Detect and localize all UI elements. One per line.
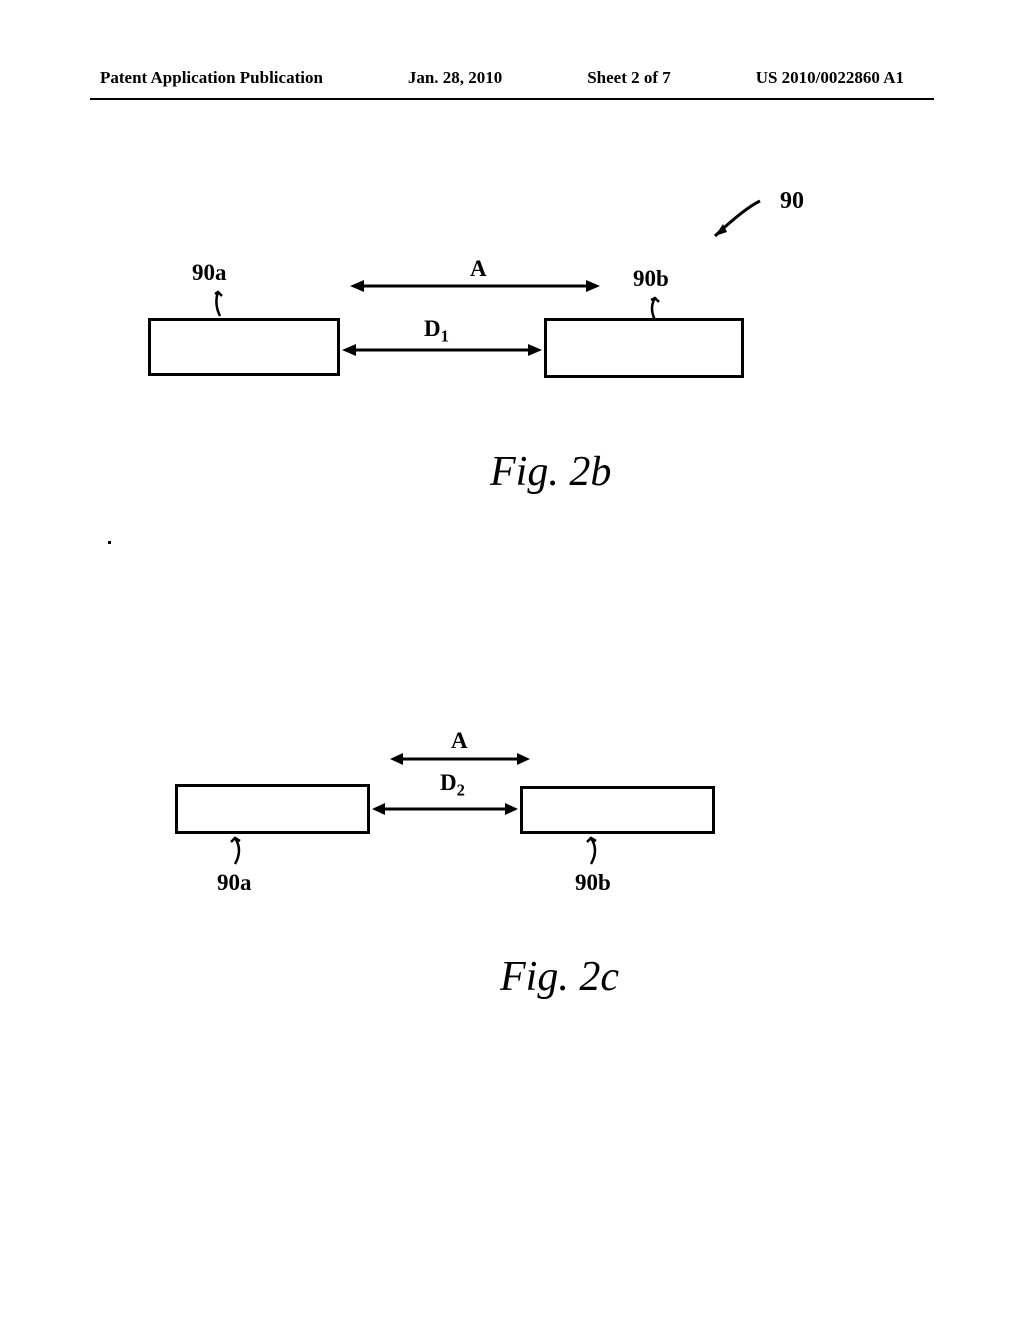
- arrow-distance-D2: [372, 800, 518, 818]
- d2-main: D: [440, 770, 457, 795]
- header-date: Jan. 28, 2010: [408, 68, 502, 88]
- d1-main: D: [424, 316, 441, 341]
- lead-line-90b: [581, 836, 603, 866]
- ref-label-90b: 90b: [575, 870, 611, 896]
- stray-mark: [108, 541, 111, 544]
- box-90a: [148, 318, 340, 376]
- arrow-axis-A: [390, 750, 530, 768]
- d2-sub: 2: [457, 781, 465, 800]
- figure-2b: 90 90a 90b A D1 Fig.: [140, 188, 860, 508]
- figure-caption-2b: Fig. 2b: [490, 448, 611, 496]
- lead-line-90a: [225, 836, 247, 866]
- figure-2c: A D2 90a 90b Fig. 2c: [165, 728, 865, 1068]
- header-publication: Patent Application Publication: [100, 68, 323, 88]
- box-90b: [520, 786, 715, 834]
- ref-label-90b: 90b: [633, 266, 669, 292]
- header-pubnumber: US 2010/0022860 A1: [756, 68, 904, 88]
- ref-label-90: 90: [780, 188, 804, 215]
- arrow-axis-A: [350, 276, 600, 296]
- box-90b: [544, 318, 744, 378]
- ref-label-90a: 90a: [217, 870, 252, 896]
- lead-line-90: [705, 196, 765, 241]
- box-90a: [175, 784, 370, 834]
- page-header: Patent Application Publication Jan. 28, …: [0, 68, 1024, 88]
- header-sheet: Sheet 2 of 7: [587, 68, 671, 88]
- ref-label-90a: 90a: [192, 260, 227, 286]
- header-rule: [90, 98, 934, 100]
- distance-label-D2: D2: [440, 770, 465, 801]
- figure-caption-2c: Fig. 2c: [500, 953, 619, 1001]
- lead-line-90a: [210, 290, 228, 318]
- arrow-distance-D1: [342, 340, 542, 360]
